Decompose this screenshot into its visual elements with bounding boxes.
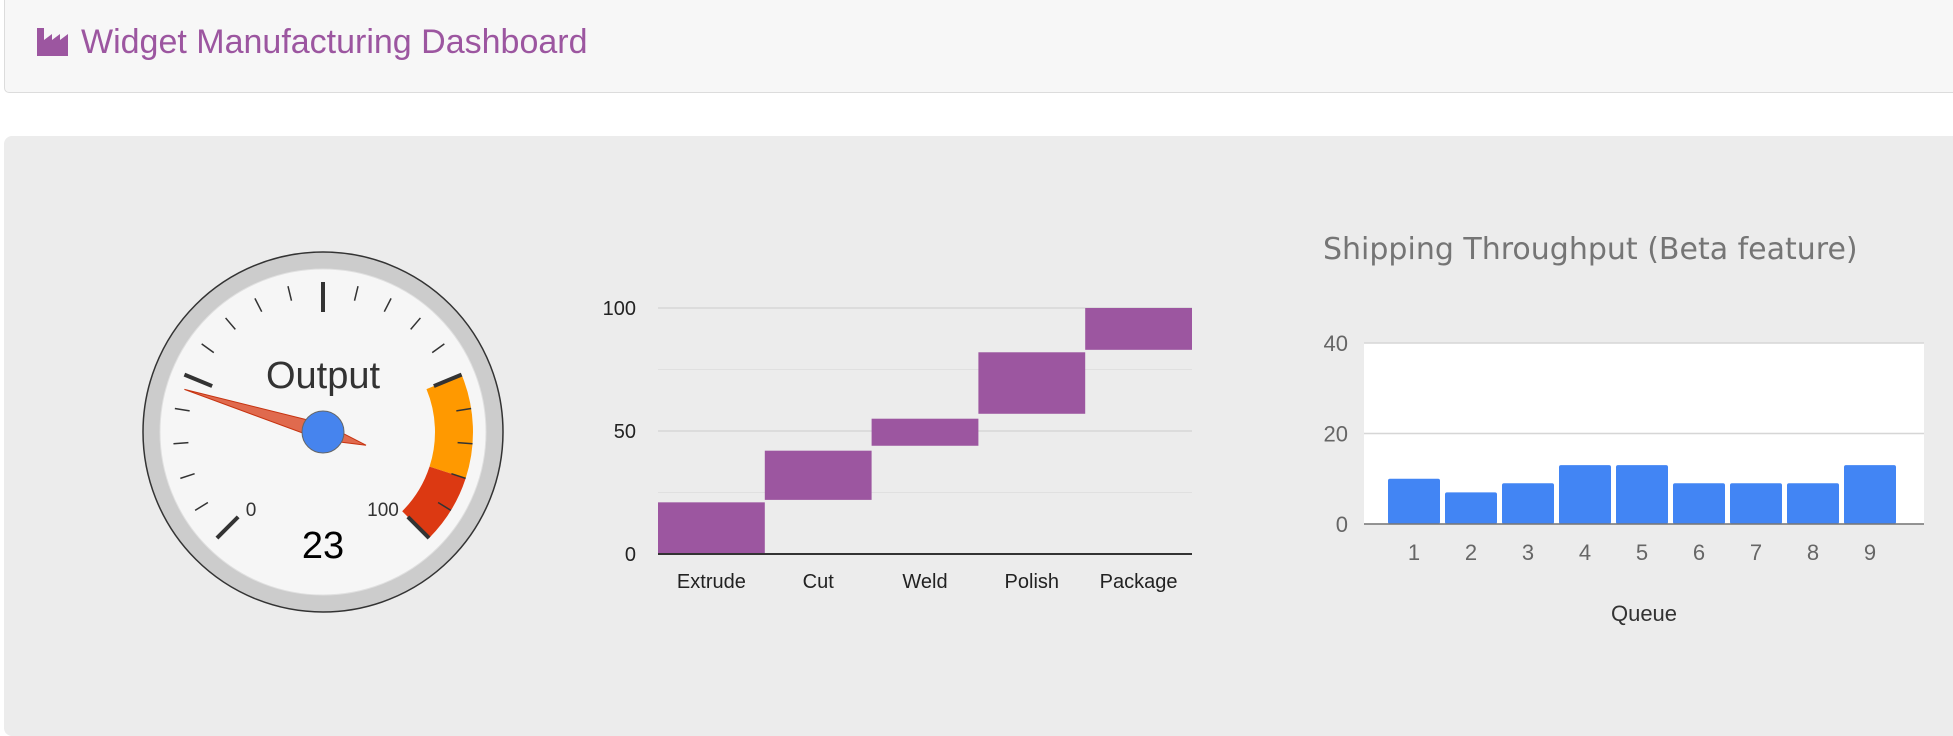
throughput-y-tick: 20 (1324, 422, 1348, 447)
waterfall-y-tick: 50 (614, 421, 636, 443)
gauge-yellow-zone (426, 374, 473, 479)
gauge-minor-tick (456, 407, 472, 412)
waterfall-bar (1085, 308, 1192, 350)
navbar-title: Widget Manufacturing Dashboard (81, 23, 588, 61)
navbar: Widget Manufacturing Dashboard (4, 0, 1953, 93)
gauge-minor-tick (353, 285, 359, 301)
gauge-minor-tick (383, 298, 392, 313)
throughput-bar (1445, 492, 1497, 524)
waterfall-y-tick: 0 (625, 544, 636, 566)
gauge-minor-tick (225, 317, 236, 330)
gauge-minor-tick (287, 285, 293, 301)
navbar-brand[interactable]: Widget Manufacturing Dashboard (35, 22, 588, 62)
throughput-x-tick: 8 (1807, 540, 1819, 565)
gauge-value: 23 (302, 525, 344, 567)
gauge-minor-tick (437, 501, 452, 512)
gauge-minor-tick (174, 407, 190, 412)
waterfall-bar (978, 352, 1086, 414)
throughput-x-tick: 3 (1522, 540, 1534, 565)
gauge-hub (301, 410, 345, 454)
throughput-x-tick: 9 (1864, 540, 1876, 565)
throughput-x-tick: 4 (1579, 540, 1591, 565)
throughput-bar (1388, 478, 1440, 524)
gauge-major-tick (433, 372, 463, 388)
gauge-minor-tick (173, 441, 189, 445)
throughput-bar (1673, 483, 1725, 524)
output-gauge: Output 0 100 23 (142, 251, 504, 613)
waterfall-bar (764, 450, 872, 500)
gauge-minor-tick (457, 441, 473, 445)
throughput-x-tick: 1 (1408, 540, 1420, 565)
throughput-bar (1616, 465, 1668, 524)
process-waterfall-chart: 0 50 100 Extrude Cut Weld Polish Package (603, 298, 1192, 593)
gauge-minor-tick (254, 298, 263, 313)
gauge-minor-tick (410, 317, 421, 330)
waterfall-x-label: Package (1100, 571, 1178, 593)
throughput-x-tick: 2 (1465, 540, 1477, 565)
gauge-minor-tick (201, 343, 215, 354)
gauge-min-label: 0 (246, 500, 257, 521)
throughput-y-tick: 0 (1336, 512, 1348, 537)
gauge-minor-tick (194, 501, 209, 512)
throughput-bar (1844, 465, 1896, 524)
throughput-x-tick: 5 (1636, 540, 1648, 565)
shipping-chart-title: Shipping Throughput (Beta feature) (1323, 232, 1858, 267)
waterfall-bar (871, 418, 979, 446)
throughput-x-tick: 7 (1750, 540, 1762, 565)
gauge-red-zone (402, 466, 466, 539)
waterfall-x-label: Polish (1005, 571, 1059, 593)
gauge-major-tick (406, 515, 431, 540)
gauge-major-tick (215, 515, 240, 540)
throughput-bar (1502, 483, 1554, 524)
gauge-minor-tick (451, 473, 466, 480)
shipping-throughput-chart: 0 20 40 1 2 3 4 5 6 7 8 9 Queue (1324, 331, 1924, 626)
waterfall-x-label: Extrude (677, 571, 746, 593)
gauge-max-label: 100 (367, 500, 399, 521)
throughput-bar (1730, 483, 1782, 524)
gauge-major-tick (183, 372, 213, 388)
throughput-x-axis-label: Queue (1611, 601, 1677, 626)
throughput-bar (1559, 465, 1611, 524)
industry-icon (37, 28, 68, 56)
gauge-label: Output (266, 355, 381, 397)
gauge-minor-tick (431, 343, 445, 354)
waterfall-x-label: Cut (803, 571, 835, 593)
waterfall-y-tick: 100 (603, 298, 636, 320)
throughput-x-tick: 6 (1693, 540, 1705, 565)
gauge-ticks (173, 282, 473, 540)
throughput-bar (1787, 483, 1839, 524)
waterfall-bar (658, 502, 765, 554)
waterfall-x-label: Weld (902, 571, 947, 593)
throughput-y-tick: 40 (1324, 331, 1348, 356)
gauge-minor-tick (180, 473, 195, 480)
